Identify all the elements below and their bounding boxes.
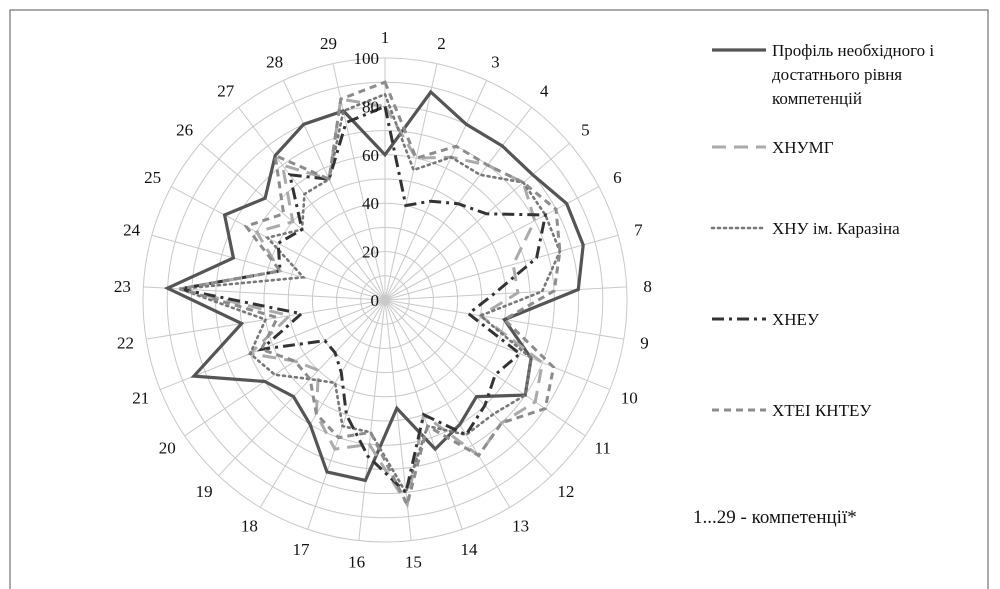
spoke-label: 27 — [217, 82, 235, 101]
spoke-label: 1 — [381, 28, 390, 47]
grid-spoke — [384, 63, 438, 301]
series-line-3 — [179, 92, 562, 496]
grid-spoke — [384, 234, 619, 301]
grid-spoke — [259, 299, 386, 508]
radial-tick-label: 0 — [371, 291, 380, 310]
spoke-label: 15 — [405, 553, 422, 572]
legend-label-2: ХНУМГ — [772, 138, 834, 157]
legend-label-1: компетенцій — [772, 89, 862, 108]
radial-tick-label: 60 — [362, 146, 379, 165]
competencies-note: 1...29 - компетенції* — [693, 507, 857, 528]
radial-ticks: 0 20 40 60 80 100 — [354, 49, 380, 310]
grid-spoke — [384, 186, 600, 301]
chart-frame — [9, 9, 989, 589]
grid-spoke — [384, 299, 552, 477]
legend-label-3: ХНУ ім. Каразіна — [772, 219, 900, 238]
grid-spoke — [358, 299, 386, 541]
spoke-label: 17 — [293, 540, 311, 559]
grid-spoke — [384, 299, 610, 391]
spoke-label: 12 — [557, 482, 574, 501]
spoke-labels: 1 234567891011121314151617181920212223242… — [114, 28, 652, 572]
spoke-label: 20 — [159, 439, 176, 458]
spoke-label: 22 — [117, 334, 134, 353]
spoke-label: 25 — [144, 168, 161, 187]
spoke-label: 26 — [176, 121, 193, 140]
legend: Профіль необхідного і достатнього рівня ко… — [693, 41, 934, 528]
spoke-label: 13 — [512, 516, 529, 535]
spoke-label: 5 — [581, 121, 590, 140]
legend-label-5: ХТЕІ КНТЕУ — [772, 401, 872, 420]
spoke-label: 10 — [621, 388, 638, 407]
grid-spoke — [384, 299, 586, 437]
grid-spoke — [307, 299, 386, 530]
spoke-label: 24 — [123, 221, 141, 240]
spoke-label: 2 — [437, 34, 446, 53]
grid-spoke — [384, 80, 488, 301]
radar-series — [163, 80, 585, 509]
spoke-label: 7 — [634, 221, 643, 240]
spoke-label: 11 — [595, 439, 611, 458]
grid-spoke — [151, 234, 386, 301]
legend-label-1: Профіль необхідного і — [772, 41, 934, 60]
grid-spoke — [184, 299, 386, 437]
spoke-label: 29 — [320, 34, 337, 53]
grid-spoke — [384, 142, 570, 301]
grid-spoke — [282, 80, 386, 301]
radial-tick-label: 20 — [362, 243, 379, 262]
radial-tick-label: 40 — [362, 194, 379, 213]
spoke-label: 19 — [196, 482, 213, 501]
series-line-5 — [179, 80, 562, 509]
spoke-label: 9 — [640, 334, 649, 353]
grid-spoke — [170, 186, 386, 301]
spoke-label: 6 — [613, 168, 622, 187]
series-line-1 — [163, 89, 585, 483]
radial-tick-label: 80 — [362, 97, 379, 116]
series-line-4 — [179, 104, 548, 496]
grid-spoke — [238, 107, 386, 301]
radial-tick-label: 100 — [354, 49, 380, 68]
spoke-label: 16 — [348, 553, 365, 572]
spoke-label: 21 — [132, 388, 149, 407]
spoke-label: 28 — [266, 52, 283, 71]
spoke-label: 23 — [114, 277, 131, 296]
grid-spoke — [160, 299, 386, 391]
grid-spoke — [384, 286, 627, 301]
spoke-label: 18 — [241, 516, 258, 535]
legend-label-4: ХНЕУ — [772, 310, 820, 329]
legend-label-1: достатнього рівня — [772, 65, 902, 84]
spoke-label: 8 — [643, 277, 652, 296]
spoke-label: 3 — [491, 52, 500, 71]
grid-spoke — [218, 299, 386, 477]
grid-spoke — [384, 299, 511, 508]
spoke-label: 4 — [540, 82, 549, 101]
spoke-label: 14 — [461, 540, 479, 559]
